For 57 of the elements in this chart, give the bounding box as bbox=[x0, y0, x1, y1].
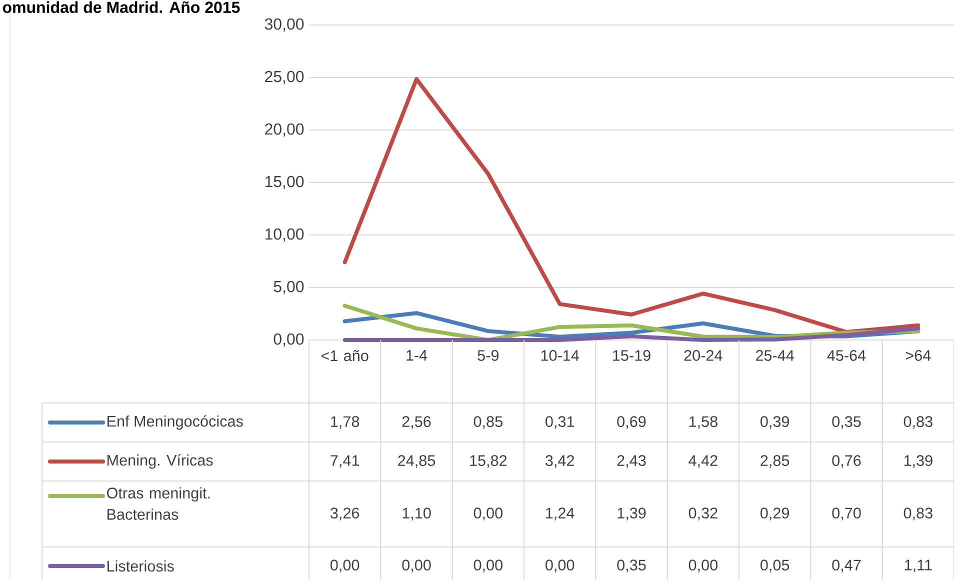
data-label: 3,42 bbox=[546, 455, 574, 468]
legend-label: Enf Meningocócicas bbox=[108, 415, 243, 430]
data-label: 0,31 bbox=[546, 416, 574, 429]
y-tick-label: 0,00 bbox=[274, 333, 304, 347]
data-label: 0,00 bbox=[688, 560, 718, 572]
data-label: 7,41 bbox=[330, 455, 359, 468]
data-label: 0,83 bbox=[904, 508, 932, 520]
x-tick-label: 20-24 bbox=[684, 350, 722, 361]
y-tick-label: 25,00 bbox=[265, 70, 304, 84]
data-label: 3,26 bbox=[330, 508, 360, 520]
x-tick-label: 5-9 bbox=[478, 350, 499, 361]
data-label: 0,39 bbox=[760, 416, 790, 429]
data-label: 1,10 bbox=[402, 508, 431, 520]
data-label: 0,05 bbox=[760, 560, 790, 572]
data-label: 0,00 bbox=[402, 560, 431, 572]
data-label: 24,85 bbox=[398, 455, 436, 468]
x-tick-label: 25-44 bbox=[756, 350, 794, 361]
data-label: 1,58 bbox=[689, 416, 718, 429]
data-label: 1,11 bbox=[904, 560, 932, 572]
data-label: 0,29 bbox=[760, 508, 790, 520]
y-tick-label: 10,00 bbox=[265, 228, 304, 242]
data-label: 0,85 bbox=[474, 416, 502, 429]
x-tick-label: <1 año bbox=[322, 350, 368, 362]
legend-label: Listeriosis bbox=[108, 560, 174, 572]
y-tick-label: 5,00 bbox=[274, 280, 304, 294]
x-tick-label: 15-19 bbox=[613, 350, 650, 361]
data-label: 0,70 bbox=[832, 508, 861, 520]
x-tick-label: >64 bbox=[906, 350, 931, 361]
data-label: 0,00 bbox=[330, 560, 360, 572]
y-tick-label: 20,00 bbox=[265, 123, 304, 137]
data-label: 0,00 bbox=[474, 508, 502, 520]
x-tick-label: 10-14 bbox=[541, 350, 579, 361]
x-tick-label: 1-4 bbox=[406, 350, 428, 361]
data-label: 0,00 bbox=[546, 560, 574, 572]
legend-label: Mening. Víricas bbox=[108, 454, 213, 469]
data-label: 0,00 bbox=[474, 560, 502, 572]
data-label: 2,56 bbox=[402, 416, 431, 429]
text: omunidad de Madrid. Año 2015 bbox=[2, 1, 240, 13]
data-label: 0,35 bbox=[832, 416, 861, 429]
data-label: 1,24 bbox=[546, 508, 574, 520]
data-label: 1,39 bbox=[904, 455, 932, 468]
data-label: 2,85 bbox=[760, 455, 790, 468]
data-label: 2,43 bbox=[617, 455, 646, 468]
data-label: 0,35 bbox=[617, 560, 646, 572]
data-label: 1,78 bbox=[331, 416, 360, 429]
data-label: 0,76 bbox=[832, 455, 861, 468]
y-tick-label: 30,00 bbox=[264, 18, 304, 32]
legend-label: Otras meningit. Bacterinas bbox=[107, 487, 210, 520]
data-label: 0,32 bbox=[688, 508, 718, 520]
data-label: 0,47 bbox=[832, 560, 861, 572]
data-label: 0,83 bbox=[904, 416, 932, 429]
data-label: 0,69 bbox=[617, 416, 646, 429]
x-tick-label: 45-64 bbox=[827, 350, 866, 361]
data-label: 1,39 bbox=[618, 508, 646, 520]
data-label: 15,82 bbox=[470, 455, 507, 468]
data-label: 4,42 bbox=[688, 455, 718, 468]
y-tick-label: 15,00 bbox=[265, 176, 304, 190]
